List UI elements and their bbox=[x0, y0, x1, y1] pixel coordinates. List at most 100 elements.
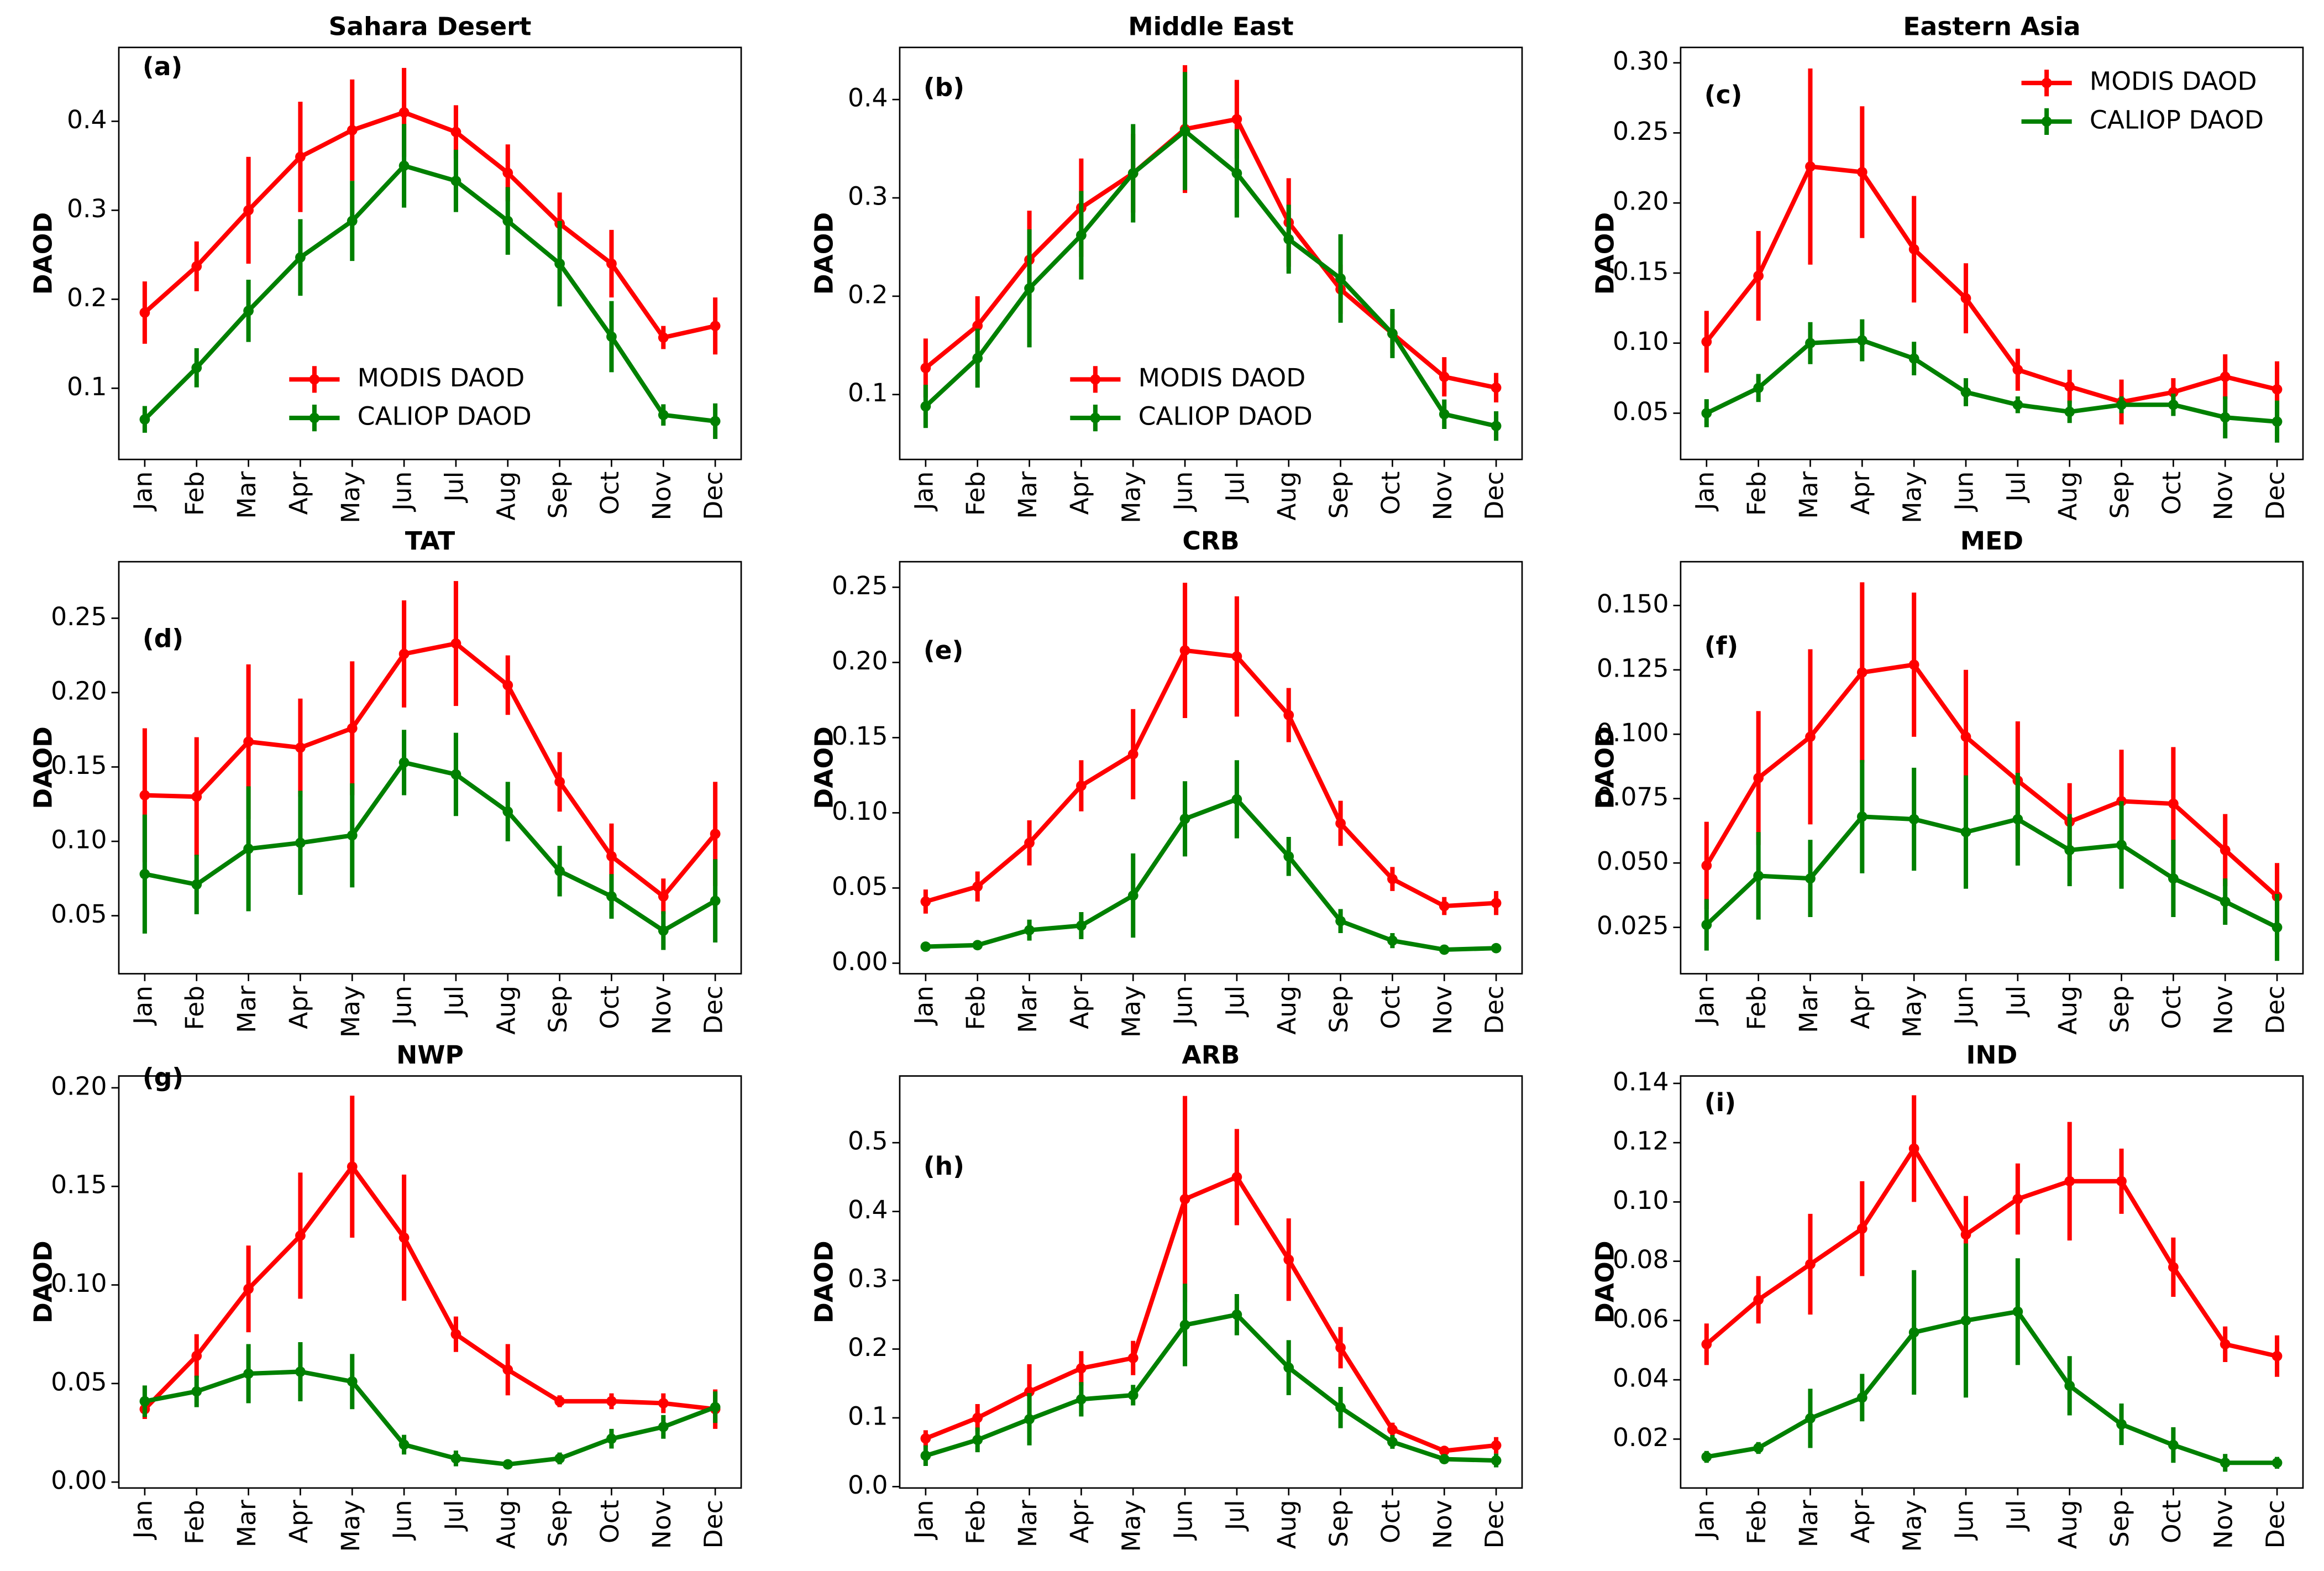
data-point bbox=[1805, 1259, 1816, 1270]
legend-label: CALIOP DAOD bbox=[1139, 402, 1313, 431]
x-tick-label: Jan bbox=[1690, 472, 1719, 512]
x-tick-label: Oct bbox=[2157, 1500, 2186, 1543]
data-point bbox=[1701, 860, 1712, 871]
data-point bbox=[972, 940, 983, 951]
x-tick-label: Mar bbox=[1794, 986, 1823, 1033]
x-tick-label: Feb bbox=[180, 1500, 209, 1544]
x-tick-label: Apr bbox=[1065, 471, 1094, 515]
x-tick-label: Jul bbox=[1220, 1500, 1250, 1532]
data-point bbox=[347, 216, 358, 227]
data-point bbox=[1127, 1353, 1139, 1364]
data-point bbox=[1387, 935, 1398, 946]
y-tick-label: 0.0 bbox=[848, 1470, 888, 1500]
x-tick-label: Jul bbox=[439, 472, 469, 504]
x-tick-label: May bbox=[1898, 472, 1927, 523]
x-tick-label: Oct bbox=[1376, 472, 1405, 515]
data-point bbox=[1753, 383, 1764, 394]
data-point bbox=[2116, 399, 2127, 410]
panel-label: (c) bbox=[1704, 80, 1743, 109]
x-tick-label: Nov bbox=[1428, 472, 1457, 521]
data-point bbox=[1908, 244, 1919, 255]
x-tick-label: Mar bbox=[1794, 1500, 1823, 1547]
data-point bbox=[2168, 399, 2179, 410]
data-point bbox=[1805, 1413, 1816, 1424]
data-point bbox=[1335, 915, 1346, 926]
data-point bbox=[658, 1421, 669, 1432]
data-point bbox=[1283, 1362, 1294, 1373]
data-point bbox=[243, 1368, 254, 1379]
data-point bbox=[1283, 1254, 1294, 1265]
x-tick-label: Dec bbox=[699, 472, 728, 520]
data-point bbox=[1960, 1315, 1971, 1326]
plot-frame bbox=[118, 46, 742, 460]
data-point bbox=[920, 1433, 931, 1444]
data-point bbox=[1076, 230, 1087, 240]
data-point bbox=[2220, 1339, 2231, 1350]
data-point bbox=[398, 1439, 410, 1450]
x-tick-label: Nov bbox=[647, 986, 676, 1035]
x-tick-label: Mar bbox=[1013, 471, 1042, 519]
x-tick-label: Feb bbox=[180, 472, 209, 516]
data-point bbox=[1231, 1172, 1242, 1182]
data-point bbox=[139, 307, 150, 318]
x-tick-label: Aug bbox=[491, 986, 521, 1035]
data-point bbox=[191, 879, 202, 890]
data-point bbox=[295, 1230, 306, 1241]
y-tick-label: 0.2 bbox=[848, 280, 888, 309]
y-axis-label: DAOD bbox=[809, 1240, 838, 1323]
data-point bbox=[1805, 873, 1816, 884]
data-point bbox=[1491, 942, 1502, 954]
data-point bbox=[295, 837, 306, 849]
y-tick-label: 0.15 bbox=[832, 721, 888, 751]
plot-frame bbox=[899, 1075, 1523, 1489]
x-tick-label: Jun bbox=[1950, 986, 1979, 1027]
data-point bbox=[1283, 710, 1294, 721]
y-axis-label: DAOD bbox=[809, 726, 838, 809]
data-point bbox=[2064, 406, 2075, 417]
x-tick-label: Aug bbox=[1272, 472, 1302, 521]
y-axis-label: DAOD bbox=[1590, 726, 1619, 809]
data-point bbox=[398, 160, 410, 171]
data-point bbox=[606, 851, 617, 862]
data-point bbox=[606, 891, 617, 902]
x-tick-label: May bbox=[1117, 472, 1146, 523]
data-point bbox=[1701, 1452, 1712, 1462]
y-axis-label: DAOD bbox=[1590, 212, 1619, 295]
data-point bbox=[1024, 1414, 1035, 1425]
x-tick-label: Dec bbox=[2261, 986, 2290, 1034]
data-point bbox=[2168, 387, 2179, 397]
x-tick-label: Nov bbox=[1428, 1500, 1457, 1549]
data-point bbox=[243, 844, 254, 854]
x-tick-label: Jan bbox=[128, 1500, 158, 1540]
x-tick-label: Apr bbox=[1846, 471, 1875, 515]
data-point bbox=[1908, 659, 1919, 670]
data-point bbox=[2168, 798, 2179, 809]
y-axis-label: DAOD bbox=[809, 212, 838, 295]
series-line bbox=[144, 760, 717, 934]
x-tick-label: Dec bbox=[1480, 986, 1509, 1034]
data-point bbox=[554, 866, 565, 877]
data-point bbox=[502, 806, 513, 817]
y-tick-label: 0.05 bbox=[51, 899, 107, 929]
data-point bbox=[1491, 421, 1502, 432]
y-tick-label: 0.15 bbox=[51, 1170, 107, 1200]
x-tick-label: Oct bbox=[1376, 1500, 1405, 1543]
plot-frame bbox=[899, 46, 1523, 460]
data-point bbox=[2168, 873, 2179, 884]
x-tick-label: Jun bbox=[1169, 1500, 1198, 1541]
data-point bbox=[502, 1459, 513, 1470]
data-point bbox=[450, 175, 461, 186]
data-point bbox=[1387, 1437, 1398, 1447]
data-point bbox=[658, 332, 669, 343]
data-point bbox=[1805, 338, 1816, 349]
data-point bbox=[243, 305, 254, 316]
y-axis-label: DAOD bbox=[28, 726, 57, 809]
data-point bbox=[1231, 794, 1242, 805]
x-tick-label: Oct bbox=[1376, 986, 1405, 1029]
data-point bbox=[2116, 1419, 2127, 1429]
y-tick-label: 0.08 bbox=[1613, 1245, 1669, 1274]
data-point bbox=[920, 401, 931, 412]
y-tick-label: 0.1 bbox=[848, 1401, 888, 1431]
y-tick-label: 0.150 bbox=[1597, 589, 1669, 619]
